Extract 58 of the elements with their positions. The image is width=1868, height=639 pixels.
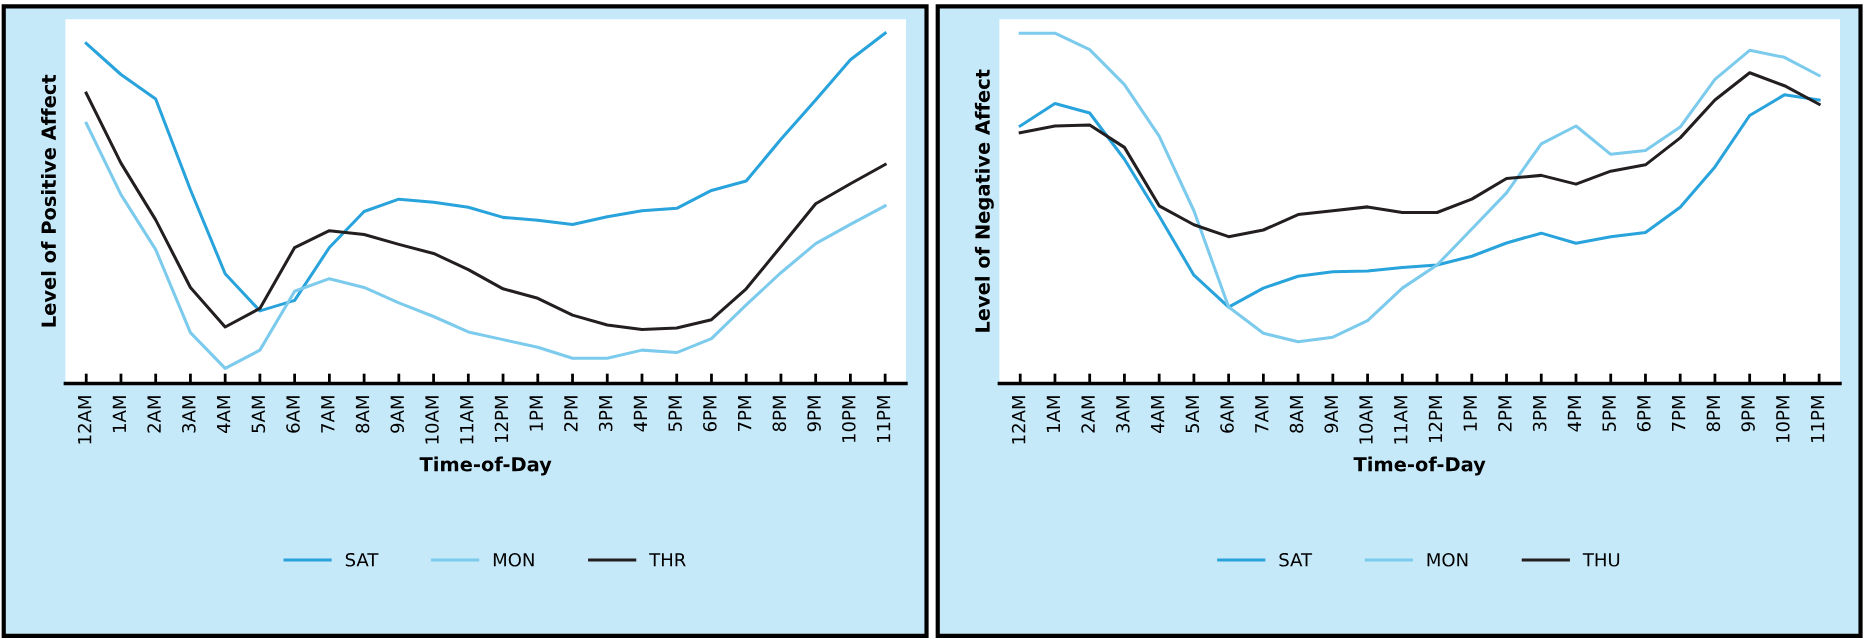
x-tick-label: 6AM — [1220, 396, 1234, 433]
x-tick-label: 11PM — [876, 396, 891, 442]
x-tick-label: 8AM — [1289, 396, 1304, 433]
x-tick-label: 2PM — [564, 396, 578, 432]
legend-label: SAT — [1279, 552, 1313, 567]
x-tick-label: 12AM — [1011, 396, 1026, 444]
x-tick-label: 2AM — [1081, 396, 1095, 433]
x-axis-title: Time-of-Day — [1353, 456, 1486, 476]
x-tick-label: 9PM — [1741, 396, 1755, 432]
x-tick-label: 10PM — [841, 396, 856, 442]
x-tick-label: 10AM — [1359, 396, 1373, 444]
x-tick-label: 1AM — [112, 396, 126, 432]
x-tick-label: 6AM — [286, 396, 300, 433]
x-tick-label: 6PM — [703, 396, 717, 432]
y-axis-title: Level of Positive Affect — [41, 74, 57, 327]
y-axis-title: Level of Negative Affect — [974, 69, 994, 332]
legend-label: SAT — [345, 552, 379, 567]
x-tick-label: 9PM — [807, 396, 821, 432]
x-tick-label: 5PM — [1602, 396, 1616, 432]
x-tick-label: 7PM — [738, 396, 752, 431]
x-tick-label: 6PM — [1637, 396, 1651, 432]
x-tick-label: 5AM — [1185, 396, 1200, 433]
x-tick-label: 3AM — [182, 396, 196, 433]
x-tick-label: 4PM — [633, 396, 647, 432]
x-tick-label: 5AM — [251, 396, 266, 433]
x-tick-label: 5PM — [668, 396, 682, 432]
x-tick-label: 3AM — [1116, 396, 1130, 433]
legend-label: THR — [649, 553, 686, 567]
x-tick-label: 1PM — [1463, 396, 1477, 431]
x-tick-label: 4AM — [1150, 396, 1165, 434]
x-tick-label: 7AM — [321, 396, 335, 433]
x-tick-label: 4AM — [216, 396, 231, 434]
x-tick-label: 12PM — [1428, 396, 1443, 442]
x-tick-label: 4PM — [1567, 396, 1581, 432]
x-tick-label: 3PM — [1532, 396, 1547, 432]
x-tick-label: 10AM — [425, 396, 439, 444]
x-tick-label: 7PM — [1672, 396, 1686, 431]
legend-label: THU — [1582, 553, 1620, 567]
x-tick-label: 12PM — [494, 396, 509, 442]
legend-label: MON — [1427, 552, 1468, 567]
x-tick-label: 8PM — [1706, 396, 1721, 432]
x-tick-label: 11AM — [460, 396, 474, 444]
x-axis-title: Time-of-Day — [419, 456, 552, 476]
x-tick-label: 1AM — [1046, 396, 1060, 432]
x-tick-label: 8PM — [772, 396, 787, 432]
x-tick-label: 9AM — [390, 396, 405, 433]
x-tick-label: 12AM — [77, 396, 92, 444]
x-tick-label: 2AM — [147, 396, 161, 433]
legend-label: MON — [493, 552, 534, 567]
x-tick-label: 8AM — [355, 396, 370, 433]
x-tick-label: 3PM — [598, 396, 613, 432]
x-tick-label: 9AM — [1324, 396, 1339, 433]
x-tick-label: 11AM — [1394, 396, 1408, 444]
x-tick-label: 11PM — [1810, 396, 1825, 442]
x-tick-label: 10PM — [1775, 396, 1790, 442]
x-tick-label: 1PM — [529, 396, 543, 431]
x-tick-label: 2PM — [1498, 396, 1512, 432]
x-tick-label: 7AM — [1255, 396, 1269, 433]
